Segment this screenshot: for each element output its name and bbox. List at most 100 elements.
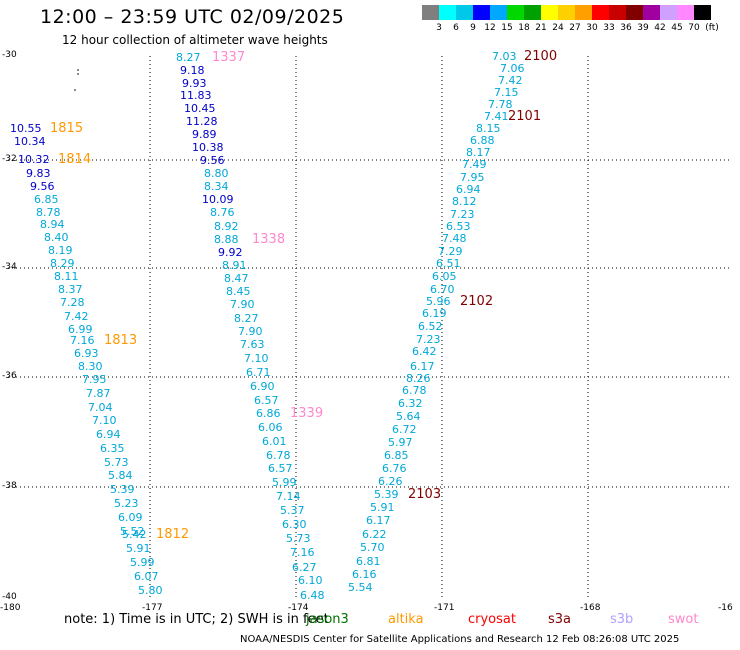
wave-height-value: 8.27 <box>176 51 201 64</box>
satellite-name: cryosat <box>468 612 516 627</box>
wave-height-value: 5.64 <box>396 410 421 423</box>
wave-height-value: 6.88 <box>470 134 495 147</box>
wave-height-value: 10.55 <box>10 122 42 135</box>
wave-height-value: 5.39 <box>110 483 135 496</box>
wave-height-value: 6.52 <box>418 320 443 333</box>
wave-height-value: 6.90 <box>250 380 275 393</box>
wave-height-value: 7.23 <box>450 208 475 221</box>
wave-height-value: 6.05 <box>432 270 457 283</box>
wave-height-value: 6.01 <box>262 435 287 448</box>
wave-height-value: 5.91 <box>126 542 151 555</box>
lon-label: -171 <box>434 603 455 613</box>
wave-height-value: 6.78 <box>266 449 291 462</box>
wave-height-value: 5.84 <box>108 469 133 482</box>
time-label: 2100 <box>524 49 557 64</box>
legend-swatch <box>677 5 694 20</box>
wave-height-value: 6.22 <box>362 528 387 541</box>
wave-height-value: 6.35 <box>100 442 125 455</box>
wave-height-value: 6.19 <box>422 307 447 320</box>
wave-height-value: 6.81 <box>356 555 381 568</box>
time-label: 1339 <box>290 406 323 421</box>
lat-label: -34 <box>2 262 17 272</box>
legend-label: 42 <box>654 23 666 33</box>
legend-swatch <box>473 5 490 20</box>
wave-height-value: 7.29 <box>438 245 463 258</box>
wave-height-value: 8.92 <box>214 220 239 233</box>
lon-label: -168 <box>580 603 601 613</box>
wave-height-value: 6.94 <box>456 183 481 196</box>
wave-height-value: 7.78 <box>488 98 513 111</box>
wave-height-value: 7.49 <box>462 158 487 171</box>
lat-label: -36 <box>2 371 17 381</box>
legend-label: 36 <box>620 23 632 33</box>
wave-height-value: 7.16 <box>70 334 95 347</box>
wave-height-value: 8.26 <box>406 372 431 385</box>
wave-height-value: 5.52 <box>120 525 145 538</box>
wave-height-value: 7.95 <box>460 171 485 184</box>
wave-height-value: 7.63 <box>240 338 265 351</box>
wave-height-value: 6.48 <box>300 589 325 602</box>
wave-height-value: 5.80 <box>138 584 163 597</box>
time-label: 1338 <box>252 232 285 247</box>
legend-label: 24 <box>552 23 564 33</box>
wave-height-value: 8.80 <box>204 167 229 180</box>
legend-swatch <box>507 5 524 20</box>
legend-swatch <box>422 5 439 20</box>
wave-height-value: 7.90 <box>238 325 263 338</box>
wave-height-value: 10.38 <box>192 141 224 154</box>
legend-label: 30 <box>586 23 598 33</box>
wave-height-value: 9.92 <box>218 246 243 259</box>
wave-height-value: 5.39 <box>374 488 399 501</box>
wave-height-value: 8.91 <box>222 259 247 272</box>
legend-swatch <box>524 5 541 20</box>
lon-label: -177 <box>142 603 163 613</box>
wave-height-value: 7.10 <box>244 352 269 365</box>
legend-swatch <box>558 5 575 20</box>
wave-height-value: 9.83 <box>26 167 51 180</box>
wave-height-value: 6.17 <box>410 360 435 373</box>
wave-height-value: 6.57 <box>254 394 279 407</box>
lat-label: -32 <box>2 154 17 164</box>
legend-label: 70 <box>688 23 700 33</box>
legend-label: 9 <box>470 23 476 33</box>
wave-height-value: 6.26 <box>378 475 403 488</box>
wave-height-value: 6.17 <box>366 514 391 527</box>
track-dot <box>77 69 79 71</box>
wave-height-value: 5.73 <box>104 456 129 469</box>
time-label: 1812 <box>156 527 189 542</box>
wave-height-value: 7.42 <box>498 74 523 87</box>
wave-height-value: 9.56 <box>200 154 225 167</box>
lon-label: -16 <box>718 603 733 613</box>
legend-label: 6 <box>453 23 459 33</box>
wave-height-value: 5.91 <box>370 501 395 514</box>
wave-height-value: 6.09 <box>118 511 143 524</box>
wave-height-value: 7.23 <box>416 333 441 346</box>
wave-height-value: 9.56 <box>30 180 55 193</box>
wave-height-value: 5.70 <box>360 541 385 554</box>
wave-height-value: 5.23 <box>114 497 139 510</box>
wave-height-value: 10.45 <box>184 102 216 115</box>
wave-height-value: 8.30 <box>78 360 103 373</box>
footnote: note: 1) Time is in UTC; 2) SWH is in fe… <box>64 612 329 627</box>
wave-height-value: 8.11 <box>54 270 79 283</box>
lat-label: -30 <box>2 50 17 60</box>
wave-height-value: 5.97 <box>388 436 413 449</box>
wave-height-value: 6.72 <box>392 423 417 436</box>
satellite-name: s3a <box>548 612 572 627</box>
wave-height-value: 7.90 <box>230 298 255 311</box>
wave-height-value: 7.16 <box>290 546 315 559</box>
time-label: 2102 <box>460 294 493 309</box>
wave-height-value: 7.42 <box>64 310 89 323</box>
legend-swatch <box>694 5 711 20</box>
legend-swatch <box>592 5 609 20</box>
wave-height-value: 6.51 <box>436 257 461 270</box>
wave-height-value: 6.99 <box>68 323 93 336</box>
wave-height-value: 9.18 <box>180 64 205 77</box>
wave-height-value: 6.94 <box>96 428 121 441</box>
lon-label: -174 <box>288 603 309 613</box>
page-title: 12:00 – 23:59 UTC 02/09/2025 <box>40 6 345 28</box>
wave-height-value: 6.76 <box>382 462 407 475</box>
legend-swatch <box>626 5 643 20</box>
wave-height-value: 5.96 <box>426 295 451 308</box>
